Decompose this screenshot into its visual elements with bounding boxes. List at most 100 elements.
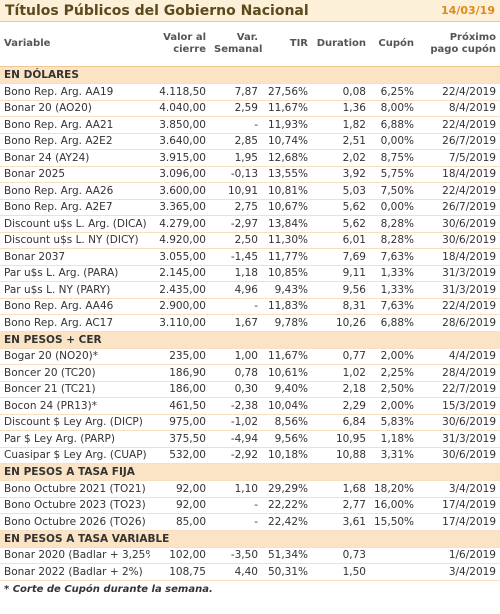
data-row: Boncer 21 (TC21) 186,00 0,30 9,40% 2,18 2,50%… — [0, 381, 500, 398]
cell: Bono Rep. Arg. AA19 — [0, 83, 150, 101]
cell: 3.055,00 — [150, 248, 210, 266]
data-row: Par u$s L. Arg. (PARA) 2.145,00 1,18 10,85%… — [0, 265, 500, 282]
cell: 8,28% — [370, 215, 418, 233]
cell: Bonar 24 (AY24) — [0, 149, 150, 167]
cell: 8,00% — [370, 100, 418, 117]
cell: 2.900,00 — [150, 298, 210, 315]
cell: 85,00 — [150, 513, 210, 531]
cell: 2,59 — [210, 100, 262, 117]
cell: 7,63% — [370, 298, 418, 315]
cell: 5,03 — [312, 182, 370, 200]
cell: 12,68% — [262, 149, 312, 167]
cell: -3,50 — [210, 547, 262, 564]
cell: 3.096,00 — [150, 166, 210, 183]
cell: 4.118,50 — [150, 83, 210, 101]
cell: 4.920,00 — [150, 232, 210, 249]
column-header: Próximo pago cupón — [418, 22, 500, 67]
cell: 10,18% — [262, 447, 312, 464]
data-row: Bogar 20 (NO20)* 235,00 1,00 11,67% 0,77 2,00… — [0, 348, 500, 365]
cell: 102,00 — [150, 547, 210, 564]
cell: 8,75% — [370, 149, 418, 167]
cell: 30/6/2019 — [418, 447, 500, 464]
data-row: Bonar 2020 (Badlar + 3,25% 102,00 -3,50 51,… — [0, 547, 500, 564]
cell: 27,56% — [262, 83, 312, 101]
cell: 0,00% — [370, 133, 418, 150]
cell: 3.915,00 — [150, 149, 210, 167]
cell: 17/4/2019 — [418, 513, 500, 531]
cell: 50,31% — [262, 563, 312, 581]
cell — [370, 563, 418, 581]
cell: Bonar 2025 — [0, 166, 150, 183]
cell: 1,00 — [210, 348, 262, 365]
cell: Bonar 2020 (Badlar + 3,25% — [0, 547, 150, 564]
section-title: EN PESOS + CER — [0, 331, 500, 349]
cell: 7/5/2019 — [418, 149, 500, 167]
cell: 10,74% — [262, 133, 312, 150]
cell: Bono Octubre 2023 (TO23) — [0, 497, 150, 514]
cell: -1,45 — [210, 248, 262, 266]
cell: 11,30% — [262, 232, 312, 249]
data-row: Bono Rep. Arg. AA26 3.600,00 10,91 10,81% 5,… — [0, 182, 500, 200]
cell: 2.435,00 — [150, 281, 210, 299]
cell: 10,61% — [262, 364, 312, 382]
cell: 8,28% — [370, 232, 418, 249]
cell: Discount $ Ley Arg. (DICP) — [0, 414, 150, 431]
cell: 108,75 — [150, 563, 210, 581]
cell: Bono Rep. Arg. AA46 — [0, 298, 150, 315]
cell: Bonar 2022 (Badlar + 2%) — [0, 563, 150, 581]
data-row: Bono Octubre 2026 (TO26) 85,00-22,42% 3,61… — [0, 513, 500, 531]
cell: 2.145,00 — [150, 265, 210, 282]
column-header: TIR — [262, 22, 312, 67]
data-row: Boncer 20 (TC20) 186,90 0,78 10,61% 1,02 2,25… — [0, 364, 500, 382]
cell: - — [210, 298, 262, 315]
cell: Bono Rep. Arg. AC17 — [0, 314, 150, 332]
cell: 3.365,00 — [150, 199, 210, 216]
cell: 22/4/2019 — [418, 116, 500, 134]
cell: Par $ Ley Arg. (PARP) — [0, 430, 150, 448]
cell: 1,33% — [370, 265, 418, 282]
cell: 3,31% — [370, 447, 418, 464]
cell: 3/4/2019 — [418, 563, 500, 581]
cell: 1/6/2019 — [418, 547, 500, 564]
cell: 1,36 — [312, 100, 370, 117]
cell: 0,30 — [210, 381, 262, 398]
cell: 4.040,00 — [150, 100, 210, 117]
cell: 10,88 — [312, 447, 370, 464]
cell: 6,84 — [312, 414, 370, 431]
cell: 1,50 — [312, 563, 370, 581]
cell: 18/4/2019 — [418, 248, 500, 266]
data-row: Bono Octubre 2023 (TO23) 92,00-22,22% 2,77… — [0, 497, 500, 514]
cell: 1,68 — [312, 480, 370, 498]
cell: 7,50% — [370, 182, 418, 200]
cell: Boncer 20 (TC20) — [0, 364, 150, 382]
header-row: Variable Valor al cierre Var. Semanal TIR Du… — [0, 22, 500, 67]
cell: 29,29% — [262, 480, 312, 498]
cell: 7,69 — [312, 248, 370, 266]
cell: 2,50 — [210, 232, 262, 249]
cell: 26/7/2019 — [418, 133, 500, 150]
cell: 3,61 — [312, 513, 370, 531]
cell: 9,78% — [262, 314, 312, 332]
cell: 0,00% — [370, 199, 418, 216]
cell: 0,77 — [312, 348, 370, 365]
data-row: Cuasipar $ Ley Arg. (CUAP) 532,00 -2,92 10,… — [0, 447, 500, 464]
cell: 3.600,00 — [150, 182, 210, 200]
cell: 0,73 — [312, 547, 370, 564]
cell: 2,18 — [312, 381, 370, 398]
cell: 11,67% — [262, 348, 312, 365]
cell: 11,93% — [262, 116, 312, 134]
cell: 6,88% — [370, 314, 418, 332]
cell: 11,67% — [262, 100, 312, 117]
cell: Bono Octubre 2026 (TO26) — [0, 513, 150, 531]
cell: 1,82 — [312, 116, 370, 134]
cell: 10,67% — [262, 199, 312, 216]
cell: 22/4/2019 — [418, 83, 500, 101]
data-row: Bono Octubre 2021 (TO21) 92,00 1,10 29,29% 1… — [0, 480, 500, 498]
cell: 30/6/2019 — [418, 232, 500, 249]
cell: 375,50 — [150, 430, 210, 448]
cell: 31/3/2019 — [418, 430, 500, 448]
cell: 16,00% — [370, 497, 418, 514]
cell: 22,42% — [262, 513, 312, 531]
cell: -2,92 — [210, 447, 262, 464]
